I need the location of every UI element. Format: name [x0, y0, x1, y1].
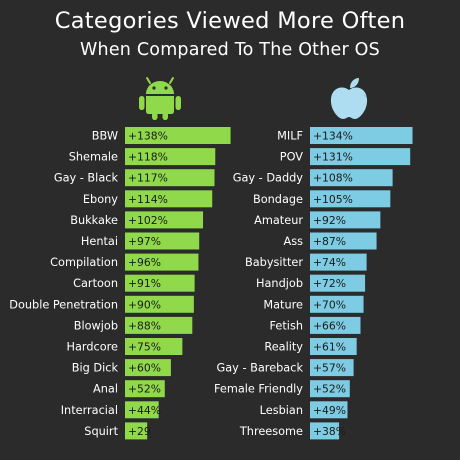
apple-category-label-14: Lesbian [260, 404, 303, 417]
apple-category-label-8: Handjob [256, 277, 303, 290]
chart-title: Categories Viewed More Often [54, 8, 406, 34]
apple-category-label-7: Babysitter [245, 256, 303, 269]
apple-bar-11 [310, 338, 357, 355]
android-bar-15 [125, 422, 148, 440]
android-category-label-4: Ebony [83, 193, 118, 206]
apple-category-label-11: Reality [264, 341, 303, 354]
apple-bar-12 [310, 359, 354, 377]
android-icon [139, 77, 181, 120]
android-category-label-1: BBW [92, 130, 118, 143]
apple-category-label-1: MILF [277, 130, 303, 143]
apple-value-label-2: +131% [313, 151, 353, 164]
android-bar-2 [125, 148, 216, 166]
apple-category-label-10: Fetish [270, 319, 303, 332]
apple-bar-2 [310, 148, 411, 166]
android-category-label-14: Interracial [61, 404, 118, 417]
android-value-label-7: +96% [128, 256, 161, 269]
apple-bar-15 [310, 422, 340, 440]
apple-bar-8 [310, 274, 366, 292]
apple-category-label-9: Mature [263, 298, 303, 311]
android-bar-4 [125, 190, 213, 208]
apple-category-label-4: Bondage [253, 193, 303, 206]
android-value-label-4: +114% [128, 193, 168, 206]
apple-bar-3 [310, 169, 393, 187]
android-category-label-13: Anal [93, 383, 118, 396]
apple-value-label-7: +74% [313, 256, 346, 269]
android-value-label-9: +90% [128, 298, 161, 311]
apple-value-label-12: +57% [313, 362, 346, 375]
apple-value-label-4: +105% [313, 193, 353, 206]
android-bar-11 [125, 338, 183, 355]
apple-bar-6 [310, 232, 377, 250]
android-value-label-1: +138% [128, 130, 168, 143]
android-bar-14 [125, 401, 159, 419]
apple-category-label-15: Threesome [239, 425, 303, 438]
android-category-label-7: Compilation [50, 256, 118, 269]
android-value-label-13: +52% [128, 383, 161, 396]
android-value-label-12: +60% [128, 362, 161, 375]
apple-bar-14 [310, 401, 348, 419]
android-category-label-8: Cartoon [73, 277, 118, 290]
android-bar-8 [125, 274, 195, 292]
android-value-label-11: +75% [128, 341, 161, 354]
android-value-label-6: +97% [128, 235, 161, 248]
android-value-label-8: +91% [128, 277, 161, 290]
apple-bar-9 [310, 295, 364, 313]
android-value-label-2: +118% [128, 151, 168, 164]
apple-value-label-8: +72% [313, 277, 346, 290]
apple-value-label-1: +134% [313, 130, 353, 143]
apple-value-label-6: +87% [313, 235, 346, 248]
apple-bar-7 [310, 253, 367, 271]
android-bar-13 [125, 380, 165, 398]
android-bar-9 [125, 295, 194, 313]
apple-value-label-15: +38% [313, 425, 346, 438]
android-category-label-5: Bukkake [70, 214, 118, 227]
apple-category-label-6: Ass [284, 235, 304, 248]
android-value-label-3: +117% [128, 172, 168, 185]
android-value-label-10: +88% [128, 319, 161, 332]
android-category-label-11: Hardcore [66, 341, 118, 354]
apple-icon [330, 78, 370, 119]
apple-value-label-5: +92% [313, 214, 346, 227]
apple-value-label-13: +52% [313, 383, 346, 396]
apple-bar-4 [310, 190, 391, 208]
android-category-label-12: Big Dick [72, 362, 119, 375]
apple-category-label-5: Amateur [254, 214, 303, 227]
apple-value-label-3: +108% [313, 172, 353, 185]
android-category-label-2: Shemale [69, 151, 118, 164]
android-bar-10 [125, 316, 193, 334]
android-category-label-6: Hentai [81, 235, 118, 248]
android-bar-6 [125, 232, 200, 250]
bars-layer: +138% BBW +118% Shemale +117% Gay - Black +114… [9, 127, 413, 440]
apple-value-label-14: +49% [313, 404, 346, 417]
apple-value-label-11: +61% [313, 341, 346, 354]
android-value-label-14: +44% [128, 404, 161, 417]
apple-bar-1 [310, 127, 413, 144]
android-bar-3 [125, 169, 215, 187]
android-bar-7 [125, 253, 199, 271]
apple-category-label-3: Gay - Daddy [233, 172, 304, 185]
apple-bar-5 [310, 211, 381, 229]
apple-category-label-13: Female Friendly [214, 383, 303, 396]
apple-bar-13 [310, 380, 350, 398]
android-value-label-15: +29 [128, 425, 151, 438]
apple-value-label-9: +70% [313, 298, 346, 311]
android-category-label-9: Double Penetration [9, 298, 118, 311]
apple-category-label-12: Gay - Bareback [217, 362, 304, 375]
android-category-label-10: Blowjob [74, 319, 118, 332]
android-bar-1 [125, 127, 231, 144]
android-value-label-5: +102% [128, 214, 168, 227]
android-category-label-3: Gay - Black [54, 172, 119, 185]
android-bar-5 [125, 211, 204, 229]
apple-bar-10 [310, 316, 361, 334]
apple-category-label-2: POV [280, 151, 304, 164]
chart-subtitle: When Compared To The Other OS [80, 40, 380, 60]
android-category-label-15: Squirt [84, 425, 118, 438]
android-bar-12 [125, 359, 171, 377]
apple-value-label-10: +66% [313, 319, 346, 332]
